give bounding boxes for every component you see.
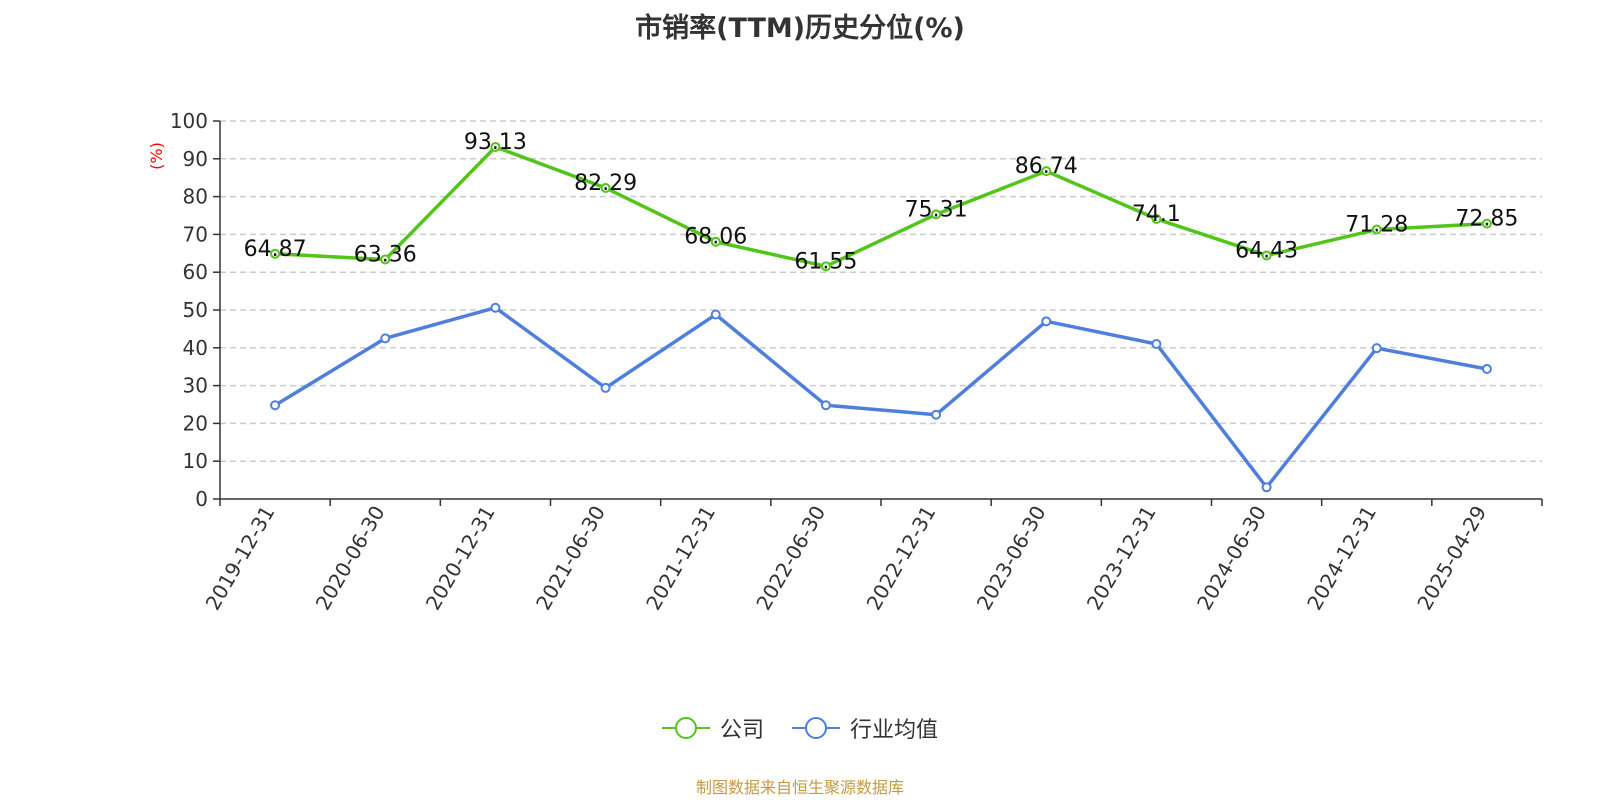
legend-line-circle-icon [661, 717, 710, 739]
data-point [380, 333, 391, 344]
data-label: 72.85 [1455, 207, 1518, 232]
data-point [600, 382, 611, 393]
data-point [931, 209, 942, 220]
x-tick-label: 2022-12-31 [862, 501, 941, 614]
legend-item-industry-avg[interactable]: 行业均值 [792, 712, 938, 744]
y-tick-label: 100 [170, 109, 208, 133]
data-point [1371, 224, 1382, 235]
data-label: 61.55 [794, 249, 857, 274]
y-axis-label: (%) [147, 142, 166, 170]
chart-title: 市销率(TTM)历史分位(%) [635, 13, 965, 44]
data-label: 64.87 [244, 237, 307, 262]
data-label: 75.31 [905, 197, 968, 222]
y-tick-label: 40 [183, 336, 208, 360]
x-tick-label: 2019-12-31 [201, 502, 280, 615]
data-labels: 64.87 63.36 93.13 82.29 68.06 61.55 75.31 86.74… [244, 130, 1519, 274]
y-tick-label: 90 [183, 147, 208, 171]
x-tick-label: 2020-06-30 [311, 502, 390, 615]
x-tick-label: 2023-12-31 [1082, 502, 1161, 615]
data-point [270, 248, 281, 259]
y-tick-label: 70 [183, 222, 208, 246]
x-tick-label: 2022-06-30 [751, 502, 830, 615]
axes: 0 10 20 30 40 50 60 70 80 90 100(%) 2019-12-31 2020-… [147, 109, 1543, 615]
y-tick-label: 50 [183, 298, 208, 322]
y-tick-label: 30 [183, 374, 208, 398]
data-point [931, 409, 942, 420]
data-point [1261, 482, 1272, 493]
data-label: 71.28 [1345, 213, 1408, 238]
data-point [1151, 339, 1162, 350]
data-label: 74.1 [1132, 202, 1181, 227]
data-label: 68.06 [684, 225, 747, 250]
data-point [1151, 213, 1162, 224]
data-point [600, 182, 611, 193]
x-tick-label: 2024-12-31 [1302, 502, 1381, 615]
data-point [1041, 316, 1052, 327]
data-point [490, 302, 501, 313]
y-tick-label: 60 [183, 260, 208, 284]
x-tick-label: 2024-06-30 [1192, 502, 1271, 615]
legend-label: 行业均值 [850, 718, 939, 743]
data-label: 93.13 [464, 130, 527, 155]
data-point [1371, 343, 1382, 354]
data-point [1261, 250, 1272, 261]
gridlines [220, 120, 1542, 462]
data-label: 86.74 [1015, 154, 1078, 179]
y-tick-label: 10 [183, 449, 208, 473]
legend-line-circle-icon [792, 717, 840, 739]
legend: 公司 行业均值 [0, 708, 1600, 748]
series-line [274, 305, 1488, 490]
data-label: 63.36 [354, 242, 417, 267]
y-tick-label: 0 [195, 487, 208, 511]
data-label: 64.43 [1235, 238, 1298, 263]
data-point [1041, 166, 1052, 177]
x-tick-label: 2021-12-31 [641, 502, 720, 615]
x-tick-label: 2021-06-30 [531, 502, 610, 615]
legend-label: 公司 [719, 718, 764, 743]
data-point [1481, 218, 1492, 229]
data-point [490, 141, 501, 152]
data-label: 82.29 [574, 171, 637, 196]
x-tick-label: 2020-12-31 [421, 501, 500, 614]
data-point [380, 254, 391, 265]
data-point [270, 400, 281, 411]
x-tick-label: 2023-06-30 [972, 502, 1051, 615]
data-point [710, 309, 721, 320]
data-point [820, 261, 831, 272]
data-point [820, 400, 831, 411]
series-line [274, 145, 1488, 269]
legend-item-company[interactable]: 公司 [661, 712, 764, 744]
series-lines [270, 141, 1492, 493]
source-note: 制图数据来自恒生聚源数据库 [695, 778, 904, 797]
y-tick-label: 20 [183, 411, 208, 435]
data-point [710, 236, 721, 247]
y-tick-label: 80 [183, 185, 208, 209]
data-point [1481, 363, 1492, 374]
x-tick-label: 2025-04-29 [1412, 502, 1491, 615]
